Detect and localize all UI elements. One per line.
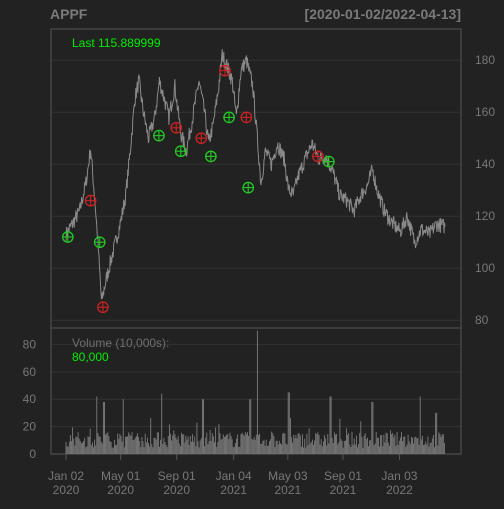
sell-signal-marker: [170, 121, 183, 134]
x-tick-year-label: 2020: [163, 483, 190, 497]
sell-signal-marker: [312, 150, 324, 163]
buy-signal-marker: [93, 236, 106, 249]
volume-grid: [51, 343, 461, 428]
price-series: [65, 49, 446, 300]
x-tick-label: Sep 01: [158, 469, 196, 483]
volume-last-value: 80,000: [72, 350, 109, 364]
x-tick-label: Sep 01: [324, 469, 362, 483]
sell-signal-marker: [240, 111, 253, 124]
buy-signal-marker: [174, 145, 187, 158]
symbol-title: APPF: [50, 6, 88, 22]
x-tick-label: Jan 04: [216, 469, 252, 483]
x-tick-label: Jan 02: [48, 469, 84, 483]
sell-signal-marker: [97, 301, 109, 314]
price-y-tick-label: 160: [475, 105, 495, 119]
volume-y-axis: 0 20 40 60 80: [23, 337, 37, 461]
x-tick-year-label: 2020: [107, 483, 134, 497]
x-tick-label: May 03: [268, 469, 308, 483]
volume-y-tick-label: 40: [23, 392, 37, 406]
buy-signal-marker: [223, 111, 235, 124]
date-range-title: [2020-01-02/2022-04-13]: [305, 6, 461, 22]
trade-signals: [61, 64, 335, 314]
volume-y-tick-label: 80: [23, 337, 37, 351]
price-grid: [51, 59, 461, 321]
buy-signal-marker: [322, 155, 335, 168]
volume-title: Volume (10,000s):: [72, 336, 169, 350]
price-y-axis: 80 100 120 140 160 180: [475, 53, 495, 327]
sell-signal-marker: [195, 132, 208, 145]
buy-signal-marker: [242, 181, 255, 194]
buy-signal-marker: [153, 129, 165, 142]
volume-y-tick-label: 60: [23, 365, 37, 379]
price-line: [65, 49, 446, 300]
x-tick-year-label: 2021: [274, 483, 301, 497]
x-tick-label: Jan 03: [381, 469, 417, 483]
x-tick-year-label: 2021: [220, 483, 247, 497]
buy-signal-marker: [61, 231, 74, 243]
buy-signal-marker: [205, 150, 217, 163]
volume-bars: [65, 330, 445, 454]
volume-y-tick-label: 20: [23, 420, 37, 434]
price-y-tick-label: 120: [475, 209, 495, 223]
price-y-tick-label: 80: [475, 313, 489, 327]
price-y-tick-label: 100: [475, 261, 495, 275]
price-y-tick-label: 140: [475, 157, 495, 171]
sell-signal-marker: [219, 64, 231, 77]
x-tick-year-label: 2021: [330, 483, 357, 497]
last-price-label: Last 115.889999: [72, 36, 161, 50]
sell-signal-marker: [84, 194, 97, 207]
x-tick-label: May 01: [101, 469, 141, 483]
volume-y-tick-label: 0: [29, 447, 36, 461]
x-tick-year-label: 2022: [386, 483, 413, 497]
price-y-tick-label: 180: [475, 53, 495, 67]
x-tick-year-label: 2020: [53, 483, 80, 497]
